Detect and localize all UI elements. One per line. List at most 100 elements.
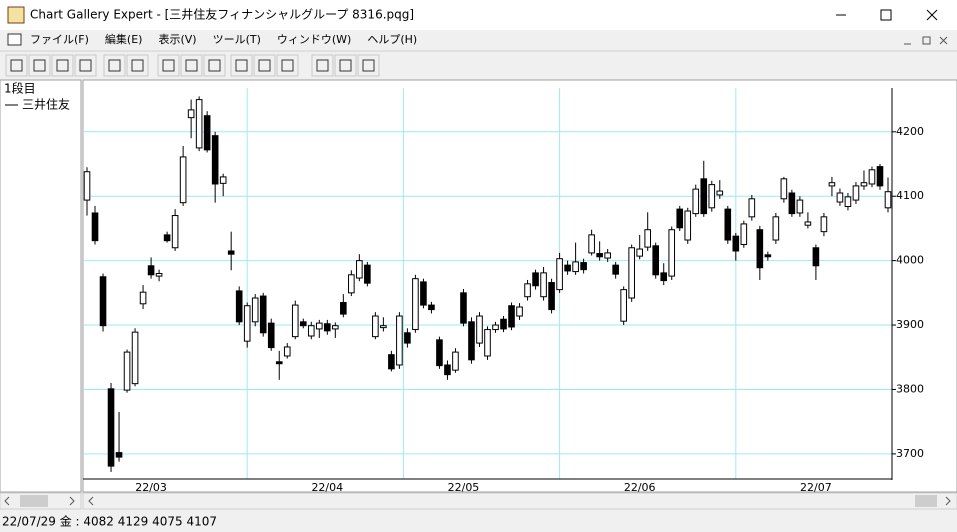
maximize-button[interactable]	[880, 9, 892, 21]
menu-item[interactable]: ヘルプ(H)	[367, 33, 417, 46]
x-tick-label: 22/04	[311, 481, 343, 494]
candle-body	[283, 346, 291, 357]
candle-body	[428, 304, 435, 311]
candle-body	[756, 229, 764, 269]
y-tick-label: 4100	[896, 189, 924, 202]
y-tick-label: 4000	[896, 254, 924, 267]
candle-body	[131, 331, 139, 385]
candle-body	[684, 210, 692, 241]
candle-body	[580, 262, 587, 271]
candle-body	[227, 250, 235, 255]
y-tick-label: 3900	[896, 318, 924, 331]
menu-item[interactable]: ツール(T)	[213, 33, 261, 46]
candle-body	[508, 305, 515, 328]
toolbar-button[interactable]	[357, 54, 380, 77]
toolbar-button[interactable]	[203, 54, 226, 77]
candle-body	[652, 245, 660, 276]
candle-body	[219, 176, 227, 184]
candle-body	[844, 196, 852, 208]
toolbar-button[interactable]	[180, 54, 203, 77]
toolbar-button[interactable]	[253, 54, 276, 77]
candle-body	[412, 278, 419, 331]
candle-body	[540, 272, 547, 298]
toolbar-icon	[235, 59, 248, 72]
candle-body	[179, 156, 187, 204]
candle-body	[748, 198, 756, 218]
toolbar-button[interactable]	[230, 54, 253, 77]
scroll-thumb[interactable]	[915, 495, 937, 507]
chart-scrollbar[interactable]	[82, 492, 957, 510]
toolbar-button[interactable]	[28, 54, 51, 77]
toolbar-icon	[185, 59, 198, 72]
mdi-restore[interactable]	[922, 36, 931, 45]
candle-body	[203, 115, 211, 151]
candle-body	[556, 258, 563, 291]
candle-body	[275, 361, 283, 365]
x-tick-label: 22/06	[624, 481, 656, 494]
candle-body	[876, 166, 884, 187]
x-tick-label: 22/05	[448, 481, 480, 494]
candle-body	[572, 261, 579, 273]
toolbar-icon	[56, 59, 69, 72]
menu-item[interactable]: 表示(V)	[158, 32, 196, 46]
candle-body	[564, 264, 571, 272]
candle-body	[452, 351, 459, 371]
candle-body	[716, 190, 724, 196]
window-title: Chart Gallery Expert - [三井住友フィナンシャルグループ …	[30, 8, 414, 22]
scrollbars	[0, 492, 957, 510]
candle-body	[836, 192, 844, 203]
candle-body	[788, 192, 796, 215]
toolbar-icon	[33, 59, 46, 72]
toolbar-button[interactable]	[51, 54, 74, 77]
candle-body	[628, 247, 635, 299]
toolbar-button[interactable]	[74, 54, 97, 77]
toolbar-button[interactable]	[276, 54, 299, 77]
candle-body	[163, 234, 171, 242]
candle-body	[860, 182, 868, 187]
side-panel	[0, 79, 82, 493]
candle-body	[588, 234, 595, 254]
candle-body	[772, 216, 780, 241]
candle-body	[396, 315, 403, 366]
toolbar-button[interactable]	[157, 54, 180, 77]
toolbar-button[interactable]	[126, 54, 149, 77]
title-bar	[0, 0, 957, 30]
candle-body	[804, 221, 812, 226]
doc-icon	[7, 33, 22, 46]
candle-body	[516, 306, 523, 317]
candle-body	[492, 324, 499, 331]
menu-item[interactable]: 編集(E)	[105, 32, 143, 46]
candle-body	[372, 315, 379, 338]
toolbar-icon	[131, 59, 144, 72]
toolbar-button[interactable]	[334, 54, 357, 77]
toolbar-button[interactable]	[5, 54, 28, 77]
toolbar-icon	[79, 59, 92, 72]
x-tick-label: 22/07	[800, 481, 832, 494]
candle-body	[323, 323, 331, 332]
row-label: 1段目	[4, 81, 36, 96]
candle-body	[388, 354, 395, 370]
candle-body	[436, 339, 443, 367]
candle-body	[476, 315, 483, 344]
candle-body	[500, 318, 507, 330]
chart: 3700 3800 3900 4000 4100 4200 22/03 22/04 22/05 2…	[83, 88, 924, 494]
scroll-arrows[interactable]	[4, 496, 951, 506]
window-controls[interactable]	[836, 9, 938, 21]
menu-item[interactable]: ウィンドウ(W)	[277, 33, 351, 46]
close-button[interactable]	[926, 9, 938, 21]
scroll-thumb[interactable]	[20, 495, 48, 507]
candle-body	[620, 289, 627, 322]
toolbar-button[interactable]	[311, 54, 334, 77]
candle-body	[139, 291, 147, 305]
candle-body	[340, 302, 347, 315]
candle-body	[852, 185, 860, 201]
toolbar-button[interactable]	[103, 54, 126, 77]
candle-body	[596, 253, 603, 258]
menu-item[interactable]: ファイル(F)	[30, 33, 89, 46]
mdi-close[interactable]	[939, 36, 948, 45]
candle-body	[868, 169, 876, 185]
candle-body	[107, 388, 115, 467]
candle-body	[444, 364, 451, 376]
candle-body	[380, 325, 387, 329]
toolbar-icon	[316, 59, 329, 72]
